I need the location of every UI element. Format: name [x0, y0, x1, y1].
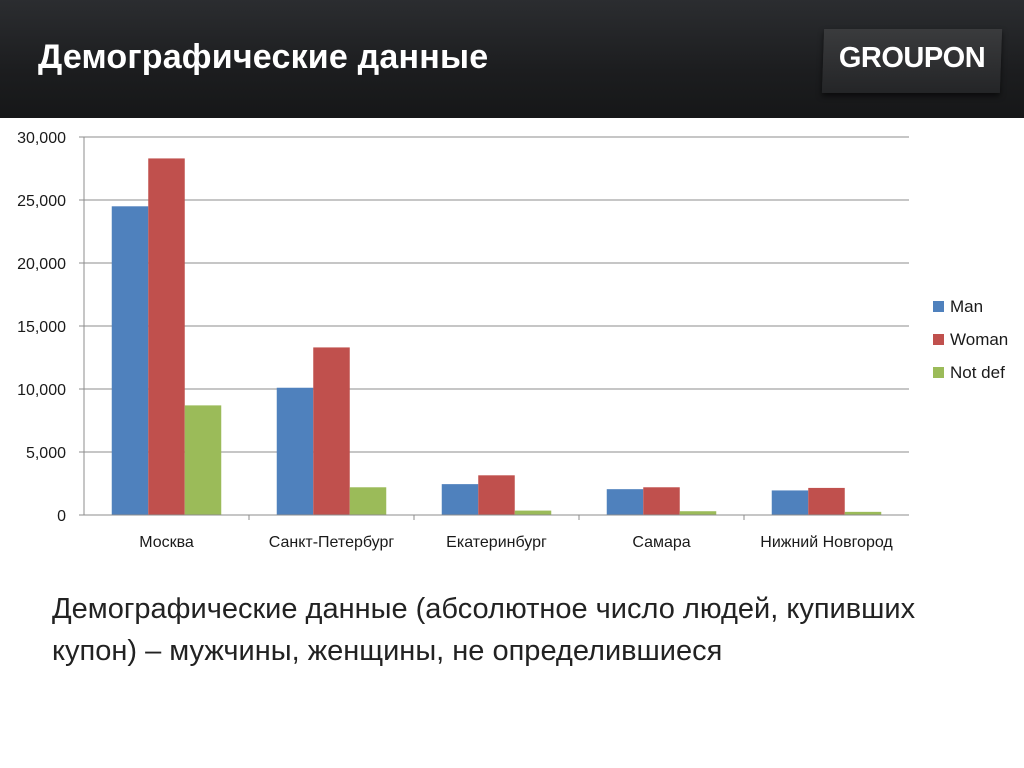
- legend-swatch: [933, 334, 944, 345]
- y-tick-label: 20,000: [17, 256, 66, 273]
- legend-label: Not def: [950, 363, 1005, 382]
- x-tick-label: Нижний Новгород: [760, 534, 893, 551]
- slide-header: Демографические данные GROUPON: [0, 0, 1024, 118]
- bar-man: [606, 489, 644, 515]
- chart-axes: 0 5,000 10,000 15,000 20,000 25,000 30,000 Моск…: [17, 130, 909, 551]
- bar-man: [276, 387, 314, 515]
- y-tick-label: 25,000: [17, 193, 66, 210]
- bar-not-def: [679, 511, 717, 515]
- groupon-logo-text: GROUPON: [838, 42, 986, 74]
- bar-not-def: [514, 510, 552, 515]
- y-tick-label: 10,000: [17, 382, 66, 399]
- legend-label: Woman: [950, 330, 1008, 349]
- bar-man: [111, 206, 149, 516]
- legend-label: Man: [950, 297, 983, 316]
- bar-woman: [643, 487, 680, 515]
- x-tick-label: Екатеринбург: [446, 534, 547, 551]
- bar-man: [771, 490, 809, 515]
- bar-not-def: [349, 487, 387, 515]
- y-tick-label: 15,000: [17, 319, 66, 336]
- x-tick-label: Москва: [139, 534, 194, 551]
- bar-woman: [478, 475, 515, 515]
- bar-not-def: [184, 405, 222, 515]
- bar-not-def: [844, 511, 882, 515]
- chart-gridlines: [84, 136, 909, 516]
- bar-woman: [313, 347, 350, 515]
- page-title: Демографические данные: [38, 38, 489, 76]
- chart-bars: [111, 158, 882, 516]
- legend-swatch: [933, 301, 944, 312]
- bar-woman: [808, 487, 845, 515]
- bar-man: [441, 484, 479, 515]
- x-tick-label: Санкт-Петербург: [269, 534, 395, 551]
- groupon-logo: GROUPON: [821, 29, 1003, 93]
- x-tick-label: Самара: [632, 534, 690, 551]
- legend-swatch: [933, 367, 944, 378]
- chart-legend: Man Woman Not def: [933, 297, 1008, 382]
- y-tick-label: 0: [57, 508, 66, 525]
- y-tick-label: 5,000: [26, 445, 66, 462]
- bar-chart: 0 5,000 10,000 15,000 20,000 25,000 30,000 Моск…: [17, 130, 1008, 551]
- slide-caption: Демографические данные (абсолютное число…: [52, 593, 916, 667]
- y-tick-label: 30,000: [17, 130, 66, 147]
- bar-woman: [148, 158, 185, 516]
